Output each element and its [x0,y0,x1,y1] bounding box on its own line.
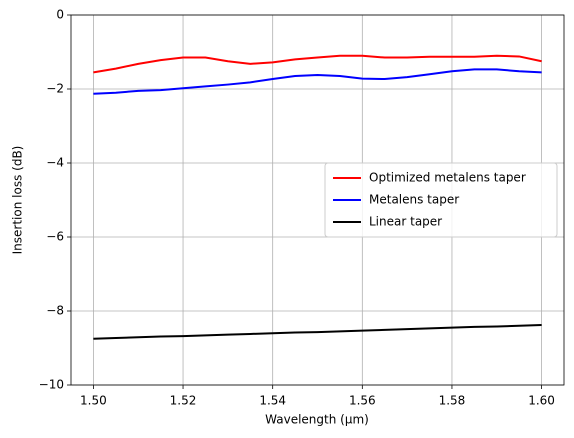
legend-label: Metalens taper [369,193,459,207]
y-tick-label: −8 [46,304,64,318]
x-tick-label: 1.52 [170,394,197,408]
y-tick-label: −10 [39,378,64,392]
legend-label: Optimized metalens taper [369,171,526,185]
series-line [93,68,542,95]
legend: Optimized metalens taper Metalens taper Li… [324,162,558,238]
y-tick-label: −6 [46,230,64,244]
x-tick-label: 1.50 [80,394,107,408]
x-tick-label: 1.54 [259,394,286,408]
x-tick-label: 1.58 [439,394,466,408]
y-tick-label: 0 [56,8,64,22]
series-line [93,54,542,74]
y-tick-label: −4 [46,156,64,170]
legend-box [324,162,558,238]
x-axis-label: Wavelength (µm) [265,413,369,427]
x-tick-label: 1.60 [528,394,555,408]
x-tick-label: 1.56 [349,394,376,408]
y-axis-label: Insertion loss (dB) [11,146,25,255]
series-line [93,324,542,340]
y-tick-label: −2 [46,82,64,96]
plot-frame [70,14,565,386]
legend-label: Linear taper [369,215,442,229]
